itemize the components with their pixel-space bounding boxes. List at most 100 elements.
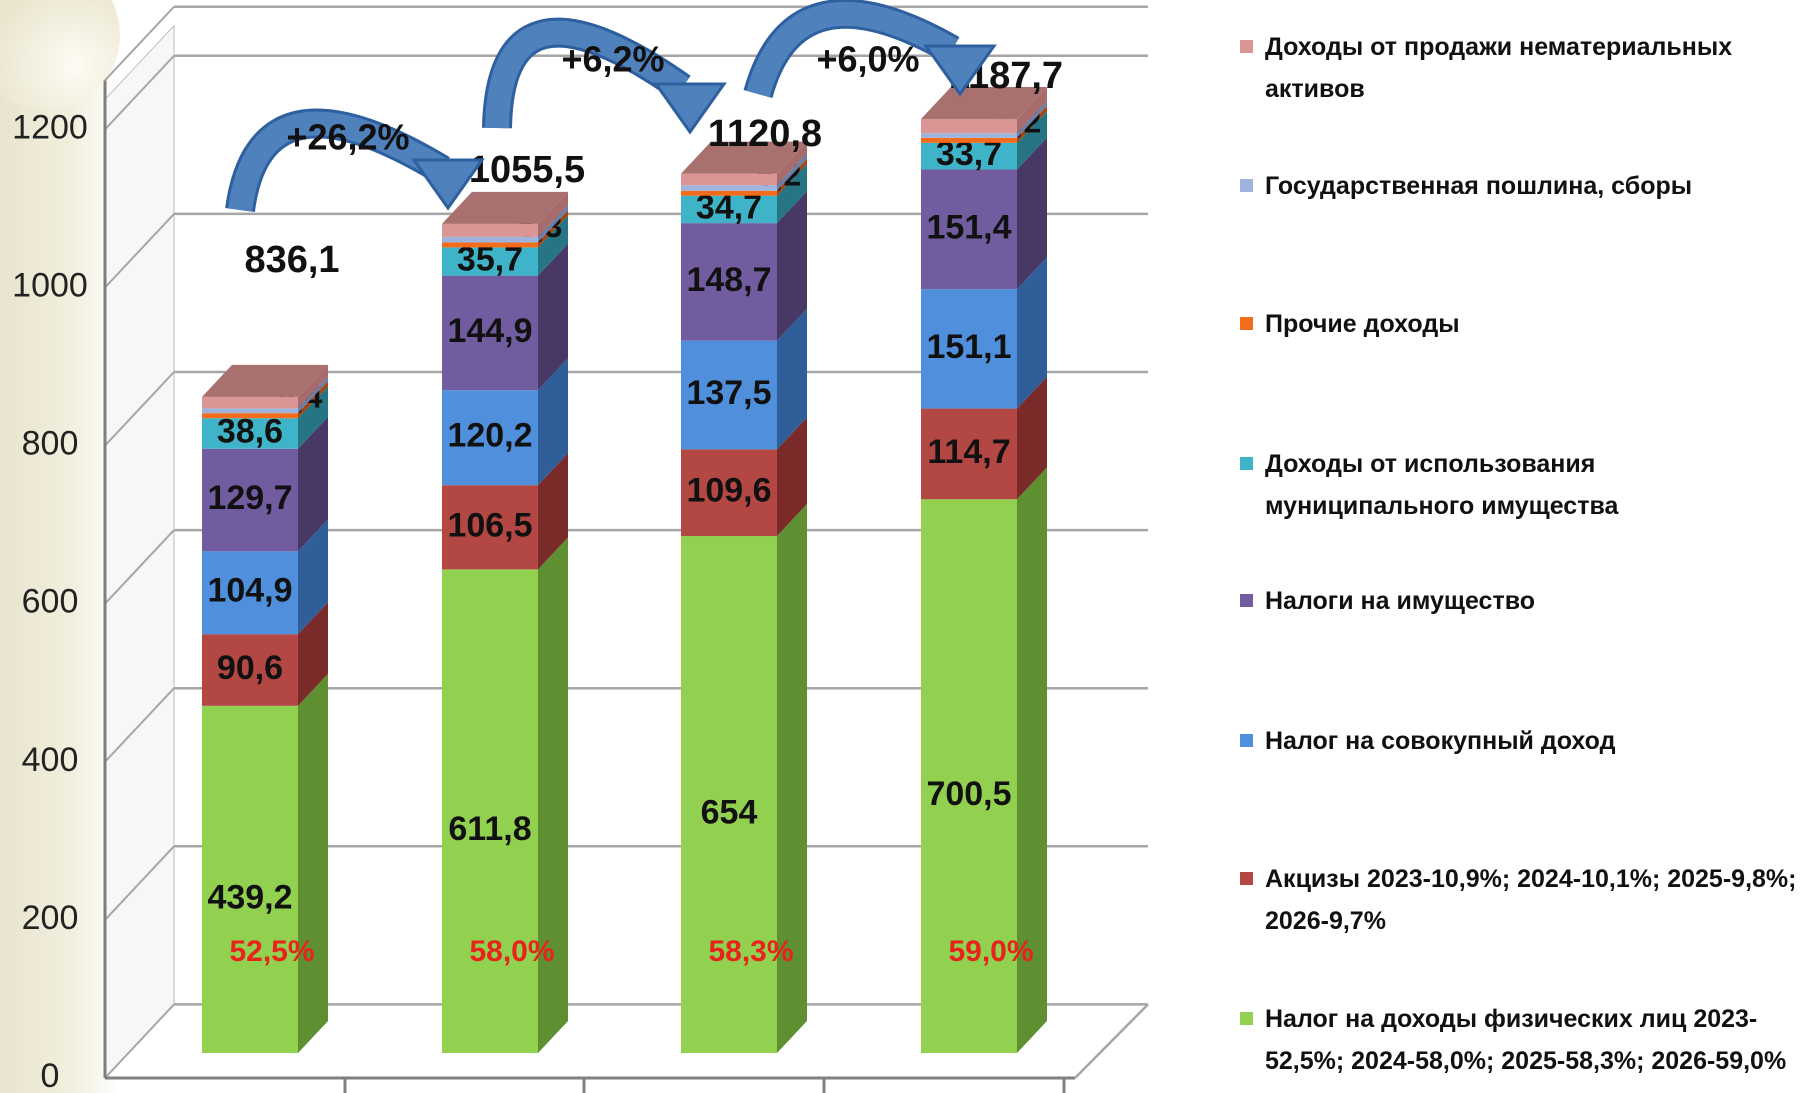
- bar-side: [538, 358, 568, 486]
- bar-segment: [921, 499, 1017, 1053]
- legend-item: Доходы от использования муниципального и…: [1240, 443, 1800, 527]
- data-label: 90,6: [217, 649, 283, 687]
- y-tick-label: 1200: [12, 108, 88, 146]
- growth-arrow: [746, 1, 958, 98]
- bar-side: [298, 376, 328, 414]
- bar-side: [1017, 105, 1047, 143]
- data-label: 151,1: [926, 328, 1011, 366]
- bar-segment: [202, 418, 298, 449]
- legend-label: Акцизы 2023-10,9%; 2024-10,1%; 2025-9,8%…: [1265, 865, 1797, 935]
- data-label: 144,9: [447, 312, 532, 350]
- data-label: 114,7: [927, 433, 1010, 471]
- legend-item: Налог на доходы физических лиц 2023-52,5…: [1240, 998, 1800, 1082]
- legend-label: Налоги на имущество: [1265, 587, 1536, 615]
- bar-segment: [202, 634, 298, 706]
- total-label: 1055,5: [469, 149, 585, 191]
- bar-top: [921, 87, 1047, 120]
- growth-label: +6,0%: [816, 39, 919, 80]
- grid-diagonal: [104, 371, 175, 447]
- data-label: 700,5: [926, 775, 1011, 813]
- bar-side: [1017, 101, 1047, 138]
- legend-item: Налог на совокупный доход: [1240, 720, 1800, 762]
- bar-side: [777, 163, 807, 224]
- bar-segment: [921, 169, 1017, 290]
- left-wall: [104, 24, 175, 1080]
- data-label: 654: [701, 793, 758, 831]
- bar-segment: [442, 247, 538, 276]
- data-label: 104,9: [207, 572, 292, 610]
- bar-segment: [681, 536, 777, 1053]
- bar-segment: [202, 705, 298, 1053]
- bar-segment: [202, 413, 298, 419]
- bar-top: [442, 191, 568, 224]
- legend-swatch: [1240, 457, 1253, 470]
- legend-swatch: [1240, 872, 1253, 885]
- bar-segment: [442, 275, 538, 391]
- bar-side: [298, 364, 328, 409]
- growth-arrow-head: [411, 158, 485, 211]
- bar-side: [1017, 257, 1047, 409]
- growth-label: +26,2%: [286, 117, 409, 158]
- grid-diagonal: [104, 213, 175, 289]
- legend-item: Акцизы 2023-10,9%; 2024-10,1%; 2025-9,8%…: [1240, 858, 1800, 942]
- bar-segment: [202, 408, 298, 414]
- bar-side: [538, 243, 568, 391]
- bar-segment: [681, 449, 777, 537]
- bar-side: [777, 141, 807, 186]
- bar-side: [298, 673, 328, 1053]
- share-label: 59,0%: [948, 935, 1033, 968]
- bar-segment: [921, 289, 1017, 409]
- bar-side: [1017, 87, 1047, 134]
- bar-segment: [681, 223, 777, 341]
- bar-top: [681, 141, 807, 174]
- bar-side: [538, 204, 568, 243]
- grid-diagonal: [104, 55, 175, 131]
- legend-label: Налог на совокупный доход: [1265, 727, 1616, 755]
- bar-side: [538, 215, 568, 276]
- bar-segment: [921, 137, 1017, 143]
- bar-segment: [681, 173, 777, 186]
- bar-segment: [921, 119, 1017, 134]
- bar-side: [1017, 376, 1047, 500]
- bar-side: [538, 453, 568, 570]
- data-label: 137,5: [686, 374, 771, 412]
- bar-segment: [442, 223, 538, 237]
- legend-swatch: [1240, 179, 1253, 192]
- bar-segment: [442, 236, 538, 243]
- decorative-paper-edge: [0, 0, 120, 1093]
- bar-side: [298, 386, 328, 449]
- bar-segment: [442, 390, 538, 486]
- y-tick-label: 0: [41, 1057, 60, 1093]
- bar-segment: [921, 408, 1017, 500]
- legend-item: Государственная пошлина, сборы: [1240, 165, 1800, 207]
- growth-arrow-head: [923, 44, 997, 97]
- growth-arrow: [485, 20, 689, 129]
- grid-diagonal: [104, 529, 175, 605]
- grid-diagonal: [104, 687, 175, 763]
- bar-side: [298, 602, 328, 706]
- bar-side: [777, 308, 807, 450]
- bar-side: [1017, 137, 1047, 290]
- legend-swatch: [1240, 40, 1253, 53]
- bar-side: [777, 153, 807, 191]
- bar-segment: [442, 569, 538, 1053]
- growth-label: +6,2%: [561, 39, 664, 80]
- y-tick-label: 400: [22, 741, 79, 779]
- bar-segment: [681, 185, 777, 191]
- bar-segment: [442, 242, 538, 248]
- legend-label: Налог на доходы физических лиц 2023-52,5…: [1265, 1005, 1787, 1075]
- y-tick-label: 1000: [12, 266, 88, 304]
- bar-segment: [681, 195, 777, 224]
- bar-side: [538, 210, 568, 248]
- bar-side: [538, 537, 568, 1053]
- bar-side: [777, 191, 807, 341]
- bar-top: [202, 364, 328, 397]
- bar-side: [1017, 110, 1047, 170]
- legend-swatch: [1240, 317, 1253, 330]
- data-label: 148,7: [686, 261, 771, 299]
- bar-segment: [202, 396, 298, 409]
- floor-edge: [1074, 1003, 1149, 1079]
- legend-label: Доходы от использования муниципального и…: [1265, 450, 1619, 520]
- bar-segment: [202, 448, 298, 552]
